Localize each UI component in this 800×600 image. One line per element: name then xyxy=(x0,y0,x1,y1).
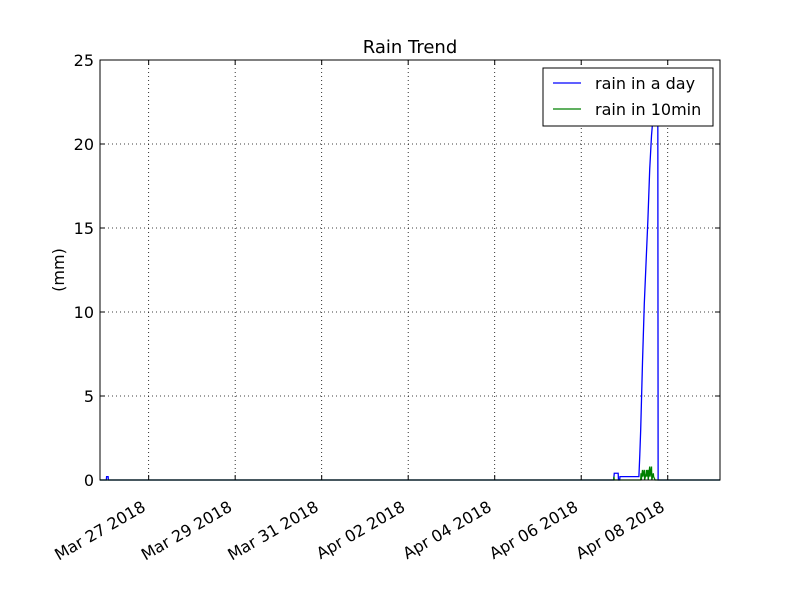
chart-title: Rain Trend xyxy=(363,37,458,58)
plot-frame xyxy=(99,59,721,481)
y-axis-label: (mm) xyxy=(49,248,68,292)
legend-label-0: rain in a day xyxy=(595,74,695,93)
y-tick-label: 10 xyxy=(74,303,94,322)
grid-lines xyxy=(100,60,720,480)
legend-label-1: rain in 10min xyxy=(595,100,701,119)
y-tick-label: 0 xyxy=(84,471,94,490)
y-tick-label: 5 xyxy=(84,387,94,406)
y-tick-label: 20 xyxy=(74,135,94,154)
y-tick-label: 15 xyxy=(74,219,94,238)
y-tick-label: 25 xyxy=(74,51,94,70)
legend: rain in a day rain in 10min xyxy=(542,67,714,127)
legend-box xyxy=(542,67,714,127)
